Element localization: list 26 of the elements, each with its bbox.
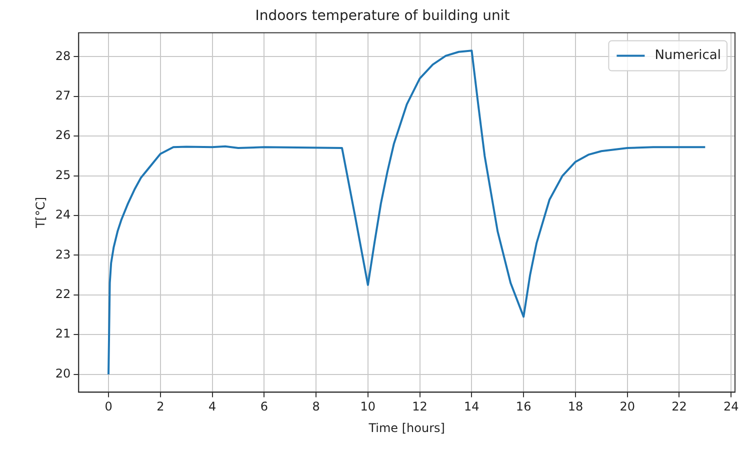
x-tick-label: 4 (208, 400, 216, 414)
y-tick-label: 20 (55, 366, 71, 380)
y-tick-label: 21 (55, 326, 71, 341)
x-tick-label: 18 (568, 400, 584, 414)
x-tick-label: 24 (723, 400, 739, 414)
y-tick-label: 26 (55, 128, 71, 142)
x-tick-label: 12 (412, 400, 428, 414)
y-tick-label: 23 (55, 247, 71, 262)
y-tick-label: 25 (55, 168, 71, 182)
y-tick-label: 27 (55, 88, 71, 102)
x-tick-label: 22 (672, 400, 687, 414)
x-tick-label: 20 (620, 400, 635, 414)
y-tick-label: 28 (55, 48, 71, 63)
x-tick-label: 10 (360, 400, 376, 414)
x-axis-title: Time [hours] (368, 420, 445, 435)
y-tick-label: 24 (55, 208, 71, 222)
x-tick-label: 2 (156, 400, 164, 414)
x-tick-label: 14 (464, 400, 480, 414)
y-axis-title: T[°C] (33, 196, 48, 230)
x-tick-label: 6 (260, 400, 268, 414)
legend-label: Numerical (654, 48, 722, 64)
chart-title: Indoors temperature of building unit (255, 8, 510, 24)
y-tick-label: 22 (55, 287, 71, 302)
x-tick-label: 8 (312, 400, 320, 414)
x-tick-label: 16 (516, 400, 532, 414)
x-tick-label: 0 (104, 400, 112, 414)
